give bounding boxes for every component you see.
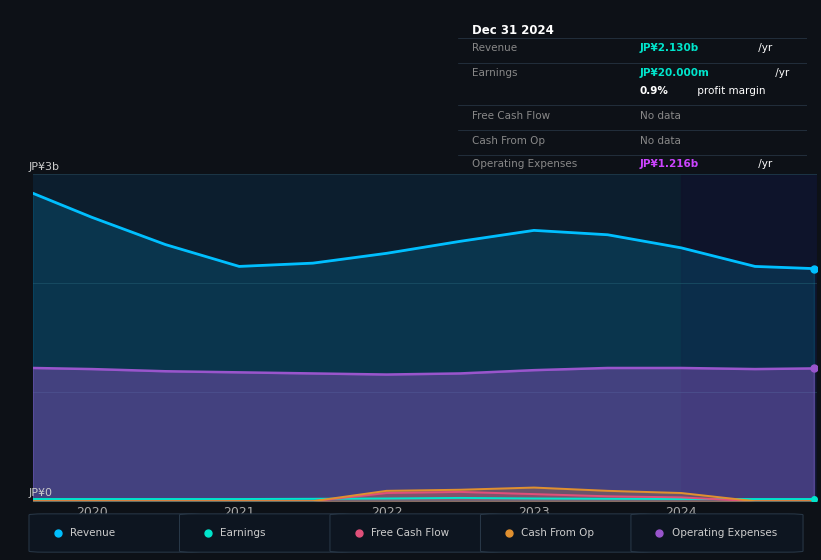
Bar <box>681 174 817 501</box>
Text: No data: No data <box>640 136 681 146</box>
Text: 0.9%: 0.9% <box>640 86 668 96</box>
Text: No data: No data <box>640 111 681 121</box>
Text: profit margin: profit margin <box>694 86 765 96</box>
Text: Cash From Op: Cash From Op <box>472 136 545 146</box>
Text: Earnings: Earnings <box>220 528 266 538</box>
Text: Earnings: Earnings <box>472 68 517 78</box>
FancyBboxPatch shape <box>631 514 803 552</box>
FancyBboxPatch shape <box>180 514 351 552</box>
Text: JP¥1.216b: JP¥1.216b <box>640 160 699 170</box>
Text: Revenue: Revenue <box>70 528 115 538</box>
Text: Operating Expenses: Operating Expenses <box>472 160 577 170</box>
FancyBboxPatch shape <box>29 514 201 552</box>
Text: JP¥3b: JP¥3b <box>29 162 60 172</box>
Text: Cash From Op: Cash From Op <box>521 528 594 538</box>
Text: /yr: /yr <box>754 43 772 53</box>
Text: Operating Expenses: Operating Expenses <box>672 528 777 538</box>
Text: JP¥2.130b: JP¥2.130b <box>640 43 699 53</box>
Text: /yr: /yr <box>754 160 772 170</box>
Text: JP¥20.000m: JP¥20.000m <box>640 68 709 78</box>
Text: Dec 31 2024: Dec 31 2024 <box>472 24 554 38</box>
Text: Free Cash Flow: Free Cash Flow <box>371 528 449 538</box>
Text: JP¥0: JP¥0 <box>29 488 53 498</box>
FancyBboxPatch shape <box>480 514 653 552</box>
Text: Revenue: Revenue <box>472 43 517 53</box>
Text: /yr: /yr <box>773 68 790 78</box>
Text: Free Cash Flow: Free Cash Flow <box>472 111 550 121</box>
FancyBboxPatch shape <box>330 514 502 552</box>
